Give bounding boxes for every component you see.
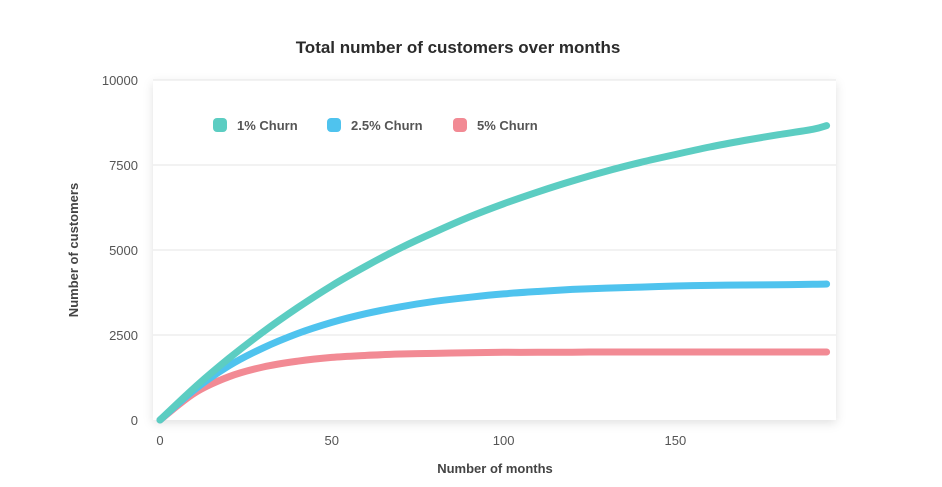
y-axis-label: Number of customers xyxy=(66,183,81,317)
y-tick-label: 5000 xyxy=(109,243,138,258)
y-axis-ticks: 0 2500 5000 7500 10000 xyxy=(102,73,138,428)
y-tick-label: 2500 xyxy=(109,328,138,343)
legend-label-1: 1% Churn xyxy=(237,118,298,133)
series-line-3 xyxy=(156,348,831,424)
y-tick-label: 7500 xyxy=(109,158,138,173)
legend: 1% Churn 2.5% Churn 5% Churn xyxy=(213,118,538,133)
series-lines xyxy=(156,122,831,424)
chart-title: Total number of customers over months xyxy=(296,38,621,57)
x-tick-label: 150 xyxy=(665,433,687,448)
gridlines xyxy=(153,79,836,336)
x-tick-label: 0 xyxy=(156,433,163,448)
legend-swatch-2 xyxy=(327,118,341,132)
y-tick-label: 10000 xyxy=(102,73,138,88)
legend-label-2: 2.5% Churn xyxy=(351,118,423,133)
x-tick-label: 50 xyxy=(325,433,339,448)
legend-swatch-1 xyxy=(213,118,227,132)
series-line-1 xyxy=(156,122,831,424)
y-tick-label: 0 xyxy=(131,413,138,428)
legend-label-3: 5% Churn xyxy=(477,118,538,133)
x-tick-label: 100 xyxy=(493,433,515,448)
x-axis-label: Number of months xyxy=(437,461,553,476)
x-axis-ticks: 0 50 100 150 xyxy=(156,433,686,448)
legend-swatch-3 xyxy=(453,118,467,132)
series-line-2 xyxy=(156,280,831,424)
